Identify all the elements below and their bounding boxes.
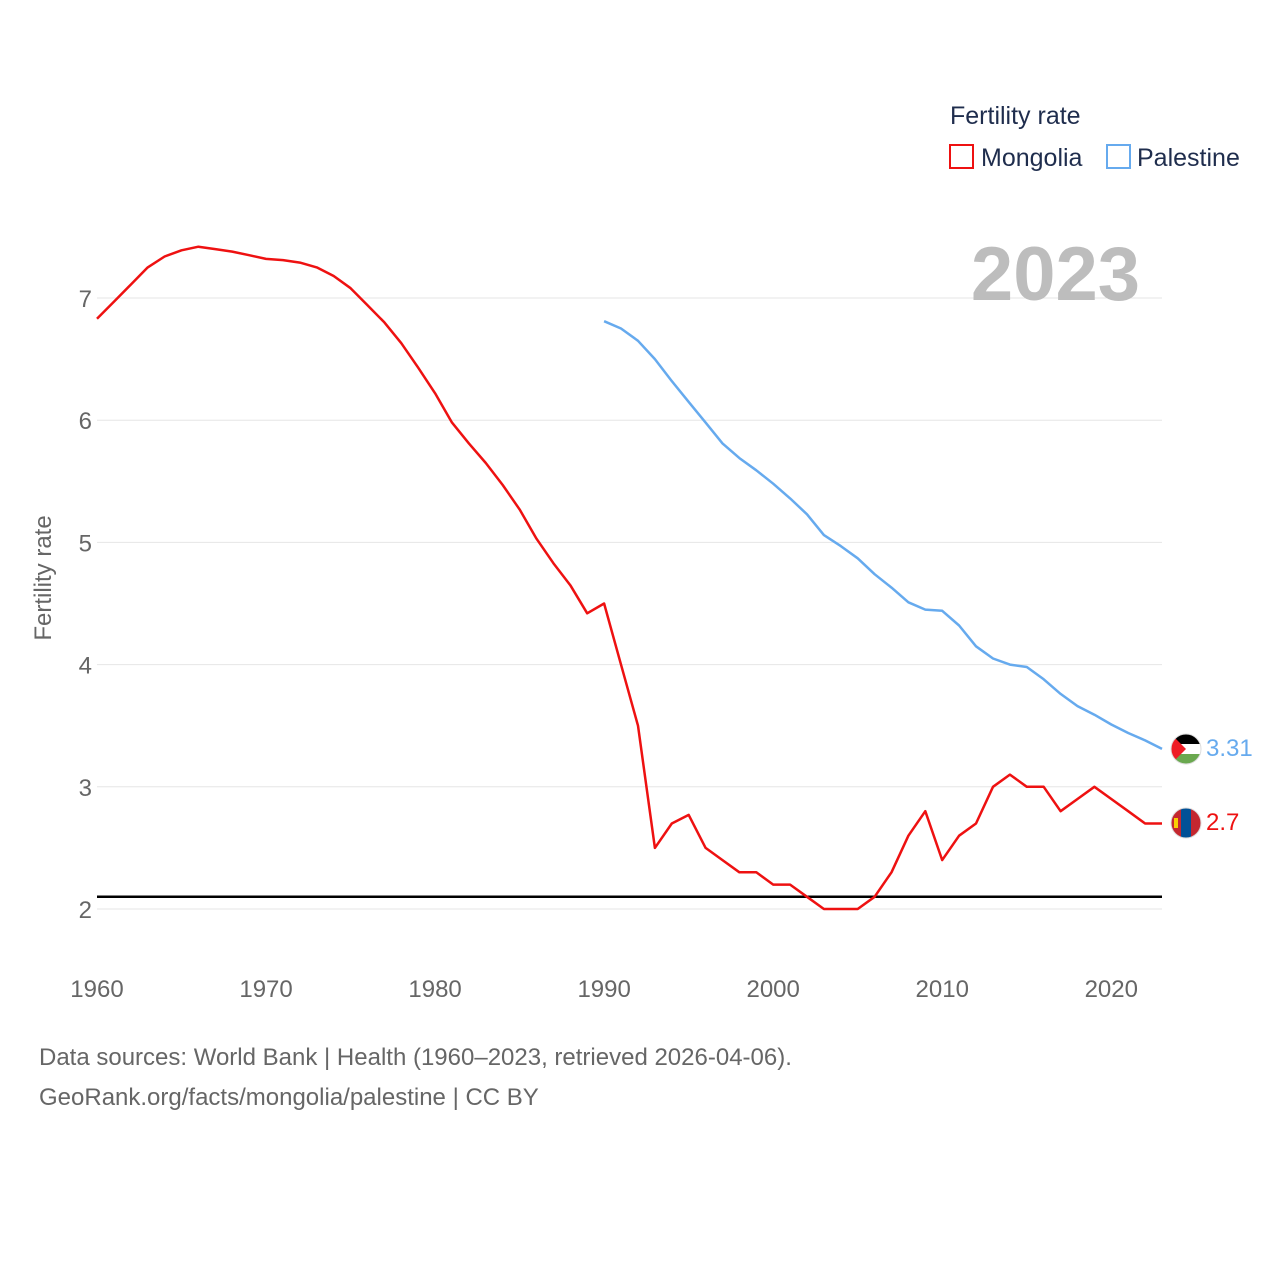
legend-swatch-palestine[interactable] xyxy=(1106,144,1131,169)
y-axis-title: Fertility rate xyxy=(30,515,57,640)
y-tick-label: 5 xyxy=(79,530,92,557)
gridlines xyxy=(97,297,1162,910)
x-axis-ticks: 1960 1970 1980 1990 2000 2010 2020 xyxy=(70,976,1138,1003)
legend-label-palestine[interactable]: Palestine xyxy=(1137,144,1240,172)
series-line-palestine[interactable] xyxy=(603,320,1163,751)
x-tick-label: 2010 xyxy=(916,976,969,1003)
y-tick-label: 6 xyxy=(79,408,92,435)
palestine-flag-icon xyxy=(1171,734,1201,764)
x-tick-label: 1960 xyxy=(70,976,123,1003)
credit-link[interactable]: GeoRank.org/facts/mongolia/palestine | C… xyxy=(39,1084,539,1111)
x-tick-label: 1970 xyxy=(239,976,292,1003)
x-tick-label: 2000 xyxy=(746,976,799,1003)
year-watermark: 2023 xyxy=(971,232,1140,317)
source-note: Data sources: World Bank | Health (1960–… xyxy=(39,1044,792,1071)
x-tick-label: 1980 xyxy=(408,976,461,1003)
x-tick-label: 2020 xyxy=(1085,976,1138,1003)
y-tick-label: 4 xyxy=(79,653,92,680)
x-tick-label: 1990 xyxy=(577,976,630,1003)
legend-swatch-mongolia[interactable] xyxy=(949,144,974,169)
legend: Fertility rate Mongolia Palestine xyxy=(949,102,1240,172)
end-value-label-mongolia: 2.7 xyxy=(1206,809,1239,836)
end-value-label-palestine: 3.31 xyxy=(1206,735,1253,762)
y-tick-label: 7 xyxy=(79,286,92,313)
y-tick-label: 2 xyxy=(79,897,92,924)
series-line-mongolia[interactable] xyxy=(96,245,1162,911)
legend-label-mongolia[interactable]: Mongolia xyxy=(981,144,1083,172)
y-axis-ticks: 2 3 4 5 6 7 xyxy=(79,286,92,924)
y-tick-label: 3 xyxy=(79,775,92,802)
legend-title: Fertility rate xyxy=(950,102,1081,130)
series-lines xyxy=(96,245,1163,911)
mongolia-flag-icon xyxy=(1171,808,1201,838)
